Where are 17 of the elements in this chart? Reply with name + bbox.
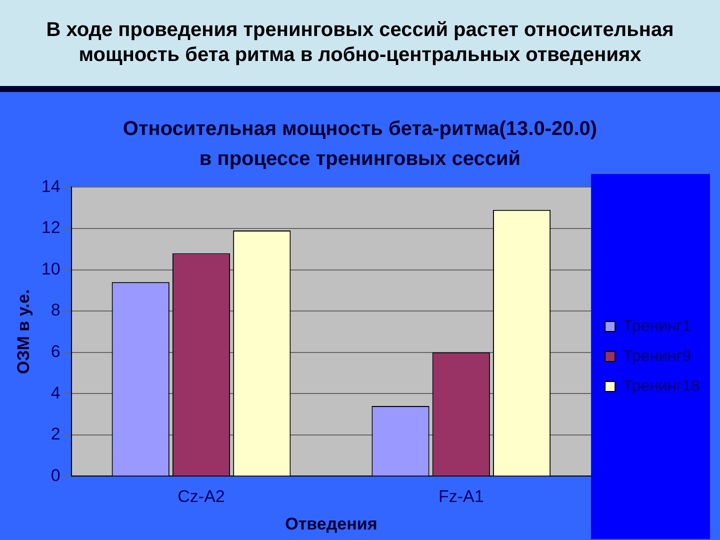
y-tick-label: 14 [41,176,60,196]
x-axis-title: Отведения [285,514,378,534]
legend-label: Тренинг18 [623,378,700,395]
chart-title: В ходе проведения тренинговых сессий растет относительная мощность бета ритма в лобно-центральных отведениях [0,0,720,92]
y-tick-label: 0 [50,466,60,485]
chart-subtitle: Относительная мощность бета-ритма(13.0-20.0) в процессе тренинговых сессий [122,117,598,172]
legend-label: Тренинг9 [623,348,692,365]
x-tick-label: Fz-A1 [438,487,484,506]
y-tick-label: 10 [41,259,60,278]
y-tick-label: 6 [50,342,60,362]
x-tick-label: Cz-A2 [178,487,225,506]
y-tick-label: 12 [41,218,60,238]
y-tick-label: 4 [50,383,60,402]
y-tick-label: 8 [50,300,60,320]
legend-label: Тренинг1 [623,318,692,335]
y-tick-label: 2 [50,424,60,444]
y-axis-title: ОЗМ в у.е. [14,289,33,374]
